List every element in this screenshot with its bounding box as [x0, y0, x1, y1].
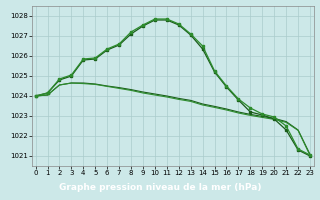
- Text: Graphe pression niveau de la mer (hPa): Graphe pression niveau de la mer (hPa): [59, 182, 261, 192]
